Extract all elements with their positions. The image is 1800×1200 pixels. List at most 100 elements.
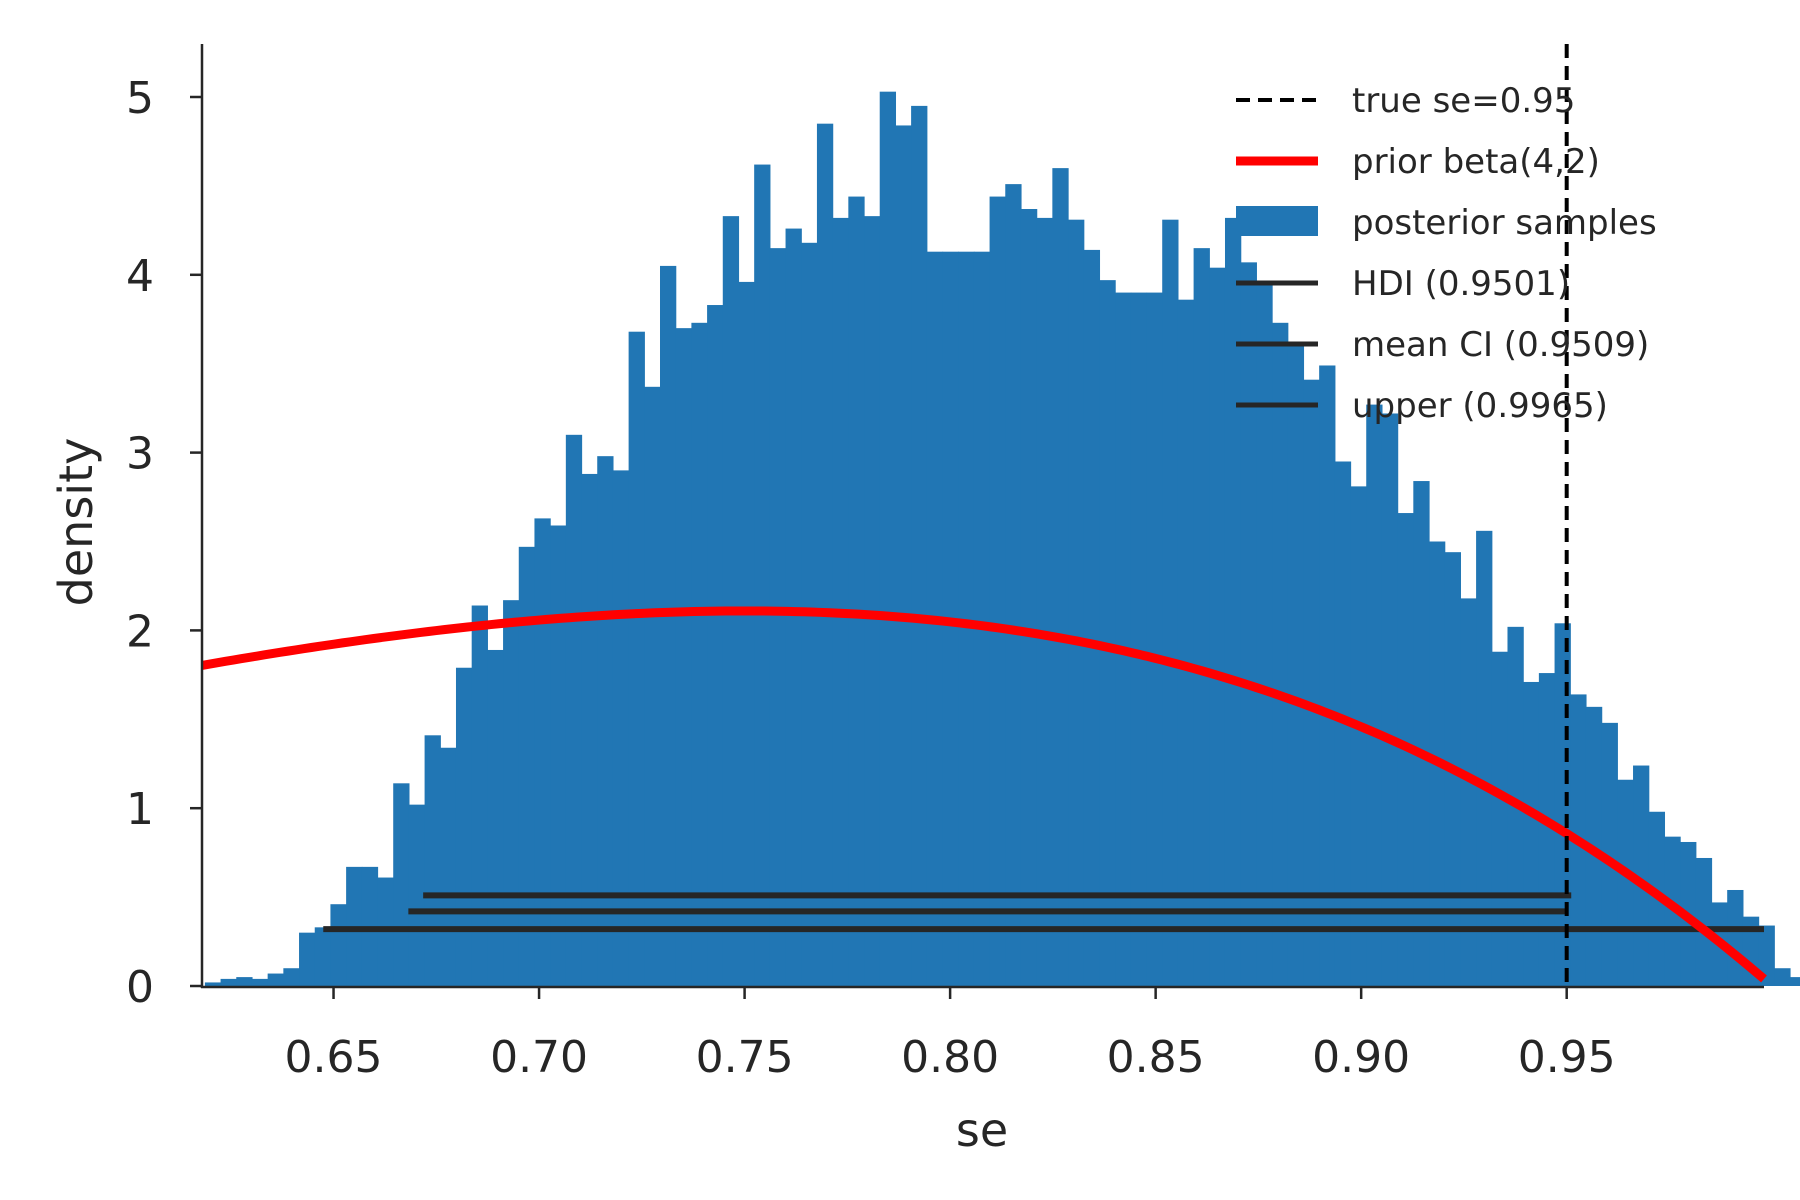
x-tick-label: 0.75 — [696, 1032, 794, 1083]
histogram-bar — [1287, 344, 1305, 986]
histogram-bar — [1601, 722, 1618, 986]
histogram-bar — [864, 216, 881, 986]
x-tick-label: 0.85 — [1107, 1032, 1205, 1083]
x-axis-title: se — [956, 1103, 1008, 1157]
histogram-bar — [738, 281, 755, 986]
histogram-bar — [1617, 779, 1634, 986]
y-tick-label: 0 — [126, 962, 154, 1013]
histogram-bar — [644, 386, 661, 986]
histogram-bar — [299, 932, 316, 986]
histogram-bar — [989, 196, 1006, 986]
histogram-bar — [1146, 292, 1163, 987]
histogram-bar — [534, 518, 551, 986]
prior-curve-layer — [201, 606, 1767, 983]
y-tick-label: 5 — [126, 73, 154, 124]
histogram-bar — [1020, 209, 1038, 986]
histogram-bar — [958, 251, 975, 986]
histogram-bar — [1177, 299, 1195, 986]
histogram-bar — [455, 667, 473, 986]
histogram-bar — [612, 470, 630, 986]
histogram-bar — [1350, 486, 1367, 986]
y-tick-label: 1 — [126, 784, 154, 835]
histogram-bar — [769, 248, 787, 986]
histogram-bar — [973, 251, 991, 986]
histogram-bar — [1240, 262, 1257, 987]
axes: 0.65 0.70 0.75 0.80 0.85 0.90 0.95 0 1 2 3 4 5 — [126, 44, 1764, 1083]
histogram-bar — [1523, 681, 1540, 986]
histogram-bar — [565, 434, 583, 986]
histogram-bar — [691, 322, 708, 986]
legend-label: mean CI (0.9509) — [1352, 325, 1649, 365]
histogram-bar — [628, 331, 645, 986]
histogram-bar — [1005, 184, 1022, 986]
histogram-bar — [707, 305, 724, 986]
histogram-bar — [1538, 673, 1556, 986]
histogram-bar — [1491, 651, 1509, 986]
histogram-bar — [204, 982, 222, 986]
histogram-bar — [848, 196, 865, 986]
histogram-bar — [1303, 379, 1320, 986]
y-axis-title: density — [49, 438, 103, 607]
histogram-bar — [597, 456, 614, 986]
histogram-bar — [1256, 281, 1273, 986]
x-tick-label: 0.80 — [901, 1032, 999, 1083]
histogram-bar — [1224, 217, 1242, 986]
histogram-bar — [1366, 404, 1383, 987]
histogram-bar — [1460, 598, 1477, 986]
y-tick-label: 2 — [126, 606, 154, 657]
histogram-bar — [440, 747, 457, 986]
legend-entry: upper (0.9965) — [1236, 386, 1608, 426]
histogram-bar — [816, 123, 834, 987]
histogram-bar — [408, 804, 426, 986]
histogram-bar — [1758, 925, 1775, 986]
histogram-bar — [722, 216, 740, 986]
histogram-bar — [220, 978, 237, 986]
histogram-bar — [1130, 292, 1148, 987]
x-tick-label: 0.90 — [1312, 1032, 1410, 1083]
histogram-bar — [581, 473, 598, 986]
histogram-bar — [330, 904, 347, 986]
legend-entry: HDI (0.9501) — [1236, 264, 1570, 304]
legend: true se=0.95 prior beta(4,2) posterior sam… — [1236, 81, 1657, 426]
y-tick-label: 3 — [126, 429, 154, 480]
histogram-bar — [236, 977, 253, 986]
histogram-bar — [1789, 977, 1800, 986]
histogram-bar — [1209, 267, 1226, 986]
x-tick-label: 0.65 — [285, 1032, 383, 1083]
histogram-bar — [1272, 322, 1289, 986]
histogram-bar — [393, 783, 410, 986]
legend-entry: posterior samples — [1236, 203, 1657, 243]
legend-entry: true se=0.95 — [1236, 81, 1575, 121]
legend-entry: mean CI (0.9509) — [1236, 325, 1649, 365]
histogram-bar — [1476, 530, 1493, 986]
histogram-bar — [660, 265, 677, 986]
histogram-bar — [1727, 889, 1744, 986]
histogram-bar — [251, 978, 269, 986]
histogram-bar — [1036, 217, 1053, 986]
histogram-bar — [503, 600, 520, 986]
histogram-bar — [267, 973, 284, 986]
histogram-bar — [1695, 857, 1713, 986]
histogram-bar — [1099, 280, 1116, 986]
legend-label: prior beta(4,2) — [1352, 142, 1600, 182]
histogram-bar — [283, 968, 300, 986]
histogram-bar — [675, 328, 692, 986]
histogram-bar — [1115, 292, 1132, 987]
x-tick-label: 0.95 — [1518, 1032, 1616, 1083]
histogram-bar — [1381, 413, 1399, 987]
legend-swatch — [1236, 206, 1318, 236]
histogram-bar — [518, 546, 536, 986]
histogram-bar — [1068, 219, 1085, 986]
histogram-bar — [314, 927, 332, 986]
histogram-bar — [1083, 249, 1101, 986]
legend-label: upper (0.9965) — [1352, 386, 1608, 426]
histogram-bar — [487, 649, 504, 986]
histogram-bar — [832, 217, 849, 986]
histogram-bar — [1774, 968, 1791, 986]
y-tick-label: 4 — [126, 251, 154, 302]
legend-entry: prior beta(4,2) — [1236, 142, 1600, 182]
histogram-bar — [471, 605, 488, 986]
histogram-bar — [895, 125, 912, 986]
x-tick-label: 0.70 — [490, 1032, 588, 1083]
